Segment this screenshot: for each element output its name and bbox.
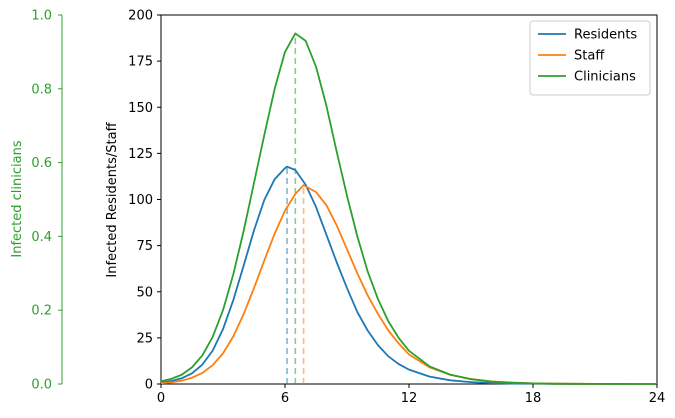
y-tick-label: 75 — [136, 239, 153, 254]
y2-tick-label: 0.6 — [31, 156, 52, 171]
axes: 0 6 12 18 24 0 25 50 75 100 125 150 175 200 0.0 0.2 0.4 0… — [31, 9, 665, 407]
legend: Residents Staff Clinicians — [529, 20, 651, 96]
y-tick-label: 100 — [128, 193, 153, 208]
y2-axis-label: Infected clinicians — [10, 140, 25, 257]
y2-tick-label: 0.4 — [31, 230, 52, 245]
legend-label-clinicians: Clinicians — [574, 70, 636, 85]
y2-tick-label: 0.8 — [31, 82, 52, 97]
x-tick-label: 12 — [401, 391, 418, 406]
y2-tick-label: 1.0 — [31, 9, 52, 24]
y-tick-label: 50 — [136, 285, 153, 300]
y-tick-label: 175 — [128, 55, 153, 70]
y2-tick-label: 0.0 — [31, 378, 52, 393]
y-tick-label: 125 — [128, 147, 153, 162]
legend-label-staff: Staff — [574, 49, 605, 64]
y-tick-label: 25 — [136, 331, 153, 346]
x-tick-label: 24 — [649, 391, 666, 406]
x-tick-label: 18 — [525, 391, 542, 406]
series-lines — [160, 32, 658, 385]
y-tick-label: 200 — [128, 9, 153, 24]
y-tick-label: 150 — [128, 101, 153, 116]
series-line-clinicians — [160, 32, 658, 385]
y2-tick-label: 0.2 — [31, 304, 52, 319]
x-tick-label: 6 — [281, 391, 289, 406]
peak-markers — [286, 33, 305, 384]
x-tick-label: 0 — [157, 391, 165, 406]
y-tick-label: 0 — [145, 378, 153, 393]
y-axis-label: Infected Residents/Staff — [105, 121, 120, 277]
legend-label-residents: Residents — [574, 28, 637, 43]
